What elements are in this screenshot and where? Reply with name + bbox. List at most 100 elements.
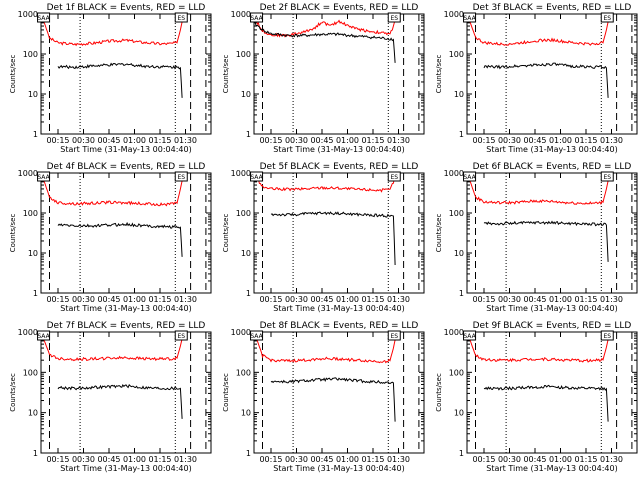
x-tick-label: 00:45 — [310, 136, 333, 145]
x-tick-label: 01:00 — [549, 295, 572, 304]
x-tick-label: 00:30 — [285, 295, 308, 304]
x-tick-label: 00:30 — [498, 455, 521, 464]
series-line-lld — [40, 331, 185, 362]
x-tick-label: 00:45 — [523, 295, 546, 304]
series-line-events — [57, 62, 183, 98]
series-line-events — [57, 221, 183, 257]
series-line-events — [483, 62, 609, 98]
marker-box-label: SAA — [37, 333, 50, 340]
y-tick-label: 1000 — [444, 10, 464, 19]
x-tick-label: 01:30 — [387, 136, 410, 145]
y-axis-label: Counts/sec — [435, 55, 443, 94]
marker-box — [250, 171, 264, 182]
y-axis-label: Counts/sec — [9, 373, 17, 412]
series-line-events — [57, 384, 183, 419]
x-tick-label: 00:45 — [523, 455, 546, 464]
x-tick-label: 01:30 — [174, 455, 197, 464]
x-axis-label: Start Time (31-May-13 00:04:40) — [486, 304, 617, 313]
x-tick-label: 01:00 — [123, 455, 146, 464]
y-tick-label: 1000 — [18, 10, 38, 19]
y-tick-label: 10 — [28, 249, 38, 258]
y-tick-label: 100 — [236, 368, 251, 377]
chart-panel-3: Det 3f BLACK = Events, RED = LLD 1 10 100 10… — [435, 3, 638, 154]
x-axis-label: Start Time (31-May-13 00:04:40) — [486, 145, 617, 154]
x-tick-label: 00:15 — [259, 136, 282, 145]
chart-title: Det 9f BLACK = Events, RED = LLD — [473, 321, 632, 331]
x-tick-label: 01:15 — [148, 455, 171, 464]
marker-box-label: SAA — [37, 15, 50, 22]
x-tick-label: 00:15 — [259, 455, 282, 464]
x-axis-label: Start Time (31-May-13 00:04:40) — [60, 464, 191, 473]
x-tick-label: 00:30 — [498, 136, 521, 145]
x-tick-label: 01:00 — [123, 136, 146, 145]
marker-box — [463, 330, 477, 341]
x-tick-label: 01:30 — [387, 295, 410, 304]
x-tick-label: 00:15 — [46, 455, 69, 464]
x-tick-label: 01:15 — [574, 295, 597, 304]
chart-title: Det 2f BLACK = Events, RED = LLD — [260, 3, 419, 13]
marker-box-label: SAA — [37, 174, 50, 181]
plot-frame — [466, 172, 638, 294]
plot-frame — [253, 172, 425, 294]
series-line-lld — [466, 172, 611, 205]
x-axis-label: Start Time (31-May-13 00:04:40) — [273, 464, 404, 473]
marker-box-label: ES — [177, 174, 185, 181]
marker-box-label: SAA — [463, 174, 476, 181]
x-tick-label: 00:45 — [310, 455, 333, 464]
chart-title: Det 4f BLACK = Events, RED = LLD — [47, 162, 206, 172]
chart-panel-8: Det 8f BLACK = Events, RED = LLD 1 10 100 10… — [222, 321, 425, 473]
y-tick-label: 1000 — [231, 10, 251, 19]
plot-frame — [40, 331, 212, 454]
marker-box — [250, 330, 264, 341]
x-axis-label: Start Time (31-May-13 00:04:40) — [486, 464, 617, 473]
marker-box — [37, 12, 51, 23]
x-tick-label: 00:45 — [523, 136, 546, 145]
x-tick-label: 00:30 — [72, 455, 95, 464]
marker-box — [387, 12, 401, 23]
x-tick-label: 00:15 — [472, 455, 495, 464]
series-line-events — [483, 220, 609, 262]
x-tick-label: 01:30 — [600, 136, 623, 145]
marker-box — [387, 171, 401, 182]
marker-box-label: SAA — [463, 15, 476, 22]
y-tick-label: 1000 — [18, 169, 38, 178]
chart-panel-6: Det 6f BLACK = Events, RED = LLD 1 10 100 10… — [435, 162, 638, 313]
x-axis-label: Start Time (31-May-13 00:04:40) — [273, 145, 404, 154]
x-tick-label: 01:30 — [387, 455, 410, 464]
x-tick-label: 01:30 — [600, 455, 623, 464]
marker-box-label: ES — [177, 333, 185, 340]
series-line-lld — [253, 172, 398, 193]
plot-frame — [40, 13, 212, 135]
marker-box — [37, 171, 51, 182]
series-line-events — [483, 384, 609, 422]
y-tick-label: 10 — [454, 249, 464, 258]
chart-title: Det 7f BLACK = Events, RED = LLD — [47, 321, 206, 331]
x-tick-label: 01:15 — [574, 455, 597, 464]
chart-title: Det 6f BLACK = Events, RED = LLD — [473, 162, 632, 172]
y-tick-label: 1 — [33, 289, 38, 298]
x-axis-label: Start Time (31-May-13 00:04:40) — [60, 145, 191, 154]
y-axis-label: Counts/sec — [222, 214, 230, 253]
marker-box-label: ES — [390, 333, 398, 340]
marker-box — [463, 12, 477, 23]
x-tick-label: 01:00 — [336, 455, 359, 464]
x-tick-label: 01:00 — [123, 295, 146, 304]
y-axis-label: Counts/sec — [435, 373, 443, 412]
chart-title: Det 8f BLACK = Events, RED = LLD — [260, 321, 419, 331]
y-tick-label: 100 — [449, 50, 464, 59]
y-tick-label: 100 — [23, 368, 38, 377]
x-tick-label: 00:45 — [97, 455, 120, 464]
marker-box-label: SAA — [250, 174, 263, 181]
x-tick-label: 01:15 — [574, 136, 597, 145]
marker-box-label: ES — [603, 174, 611, 181]
marker-box-label: SAA — [463, 333, 476, 340]
x-tick-label: 00:15 — [259, 295, 282, 304]
series-line-lld — [253, 13, 398, 38]
marker-box-label: ES — [603, 15, 611, 22]
y-tick-label: 10 — [454, 409, 464, 418]
y-tick-label: 100 — [23, 209, 38, 218]
y-tick-label: 100 — [449, 209, 464, 218]
x-tick-label: 01:00 — [336, 136, 359, 145]
series-line-events — [270, 377, 396, 422]
marker-box — [250, 12, 264, 23]
